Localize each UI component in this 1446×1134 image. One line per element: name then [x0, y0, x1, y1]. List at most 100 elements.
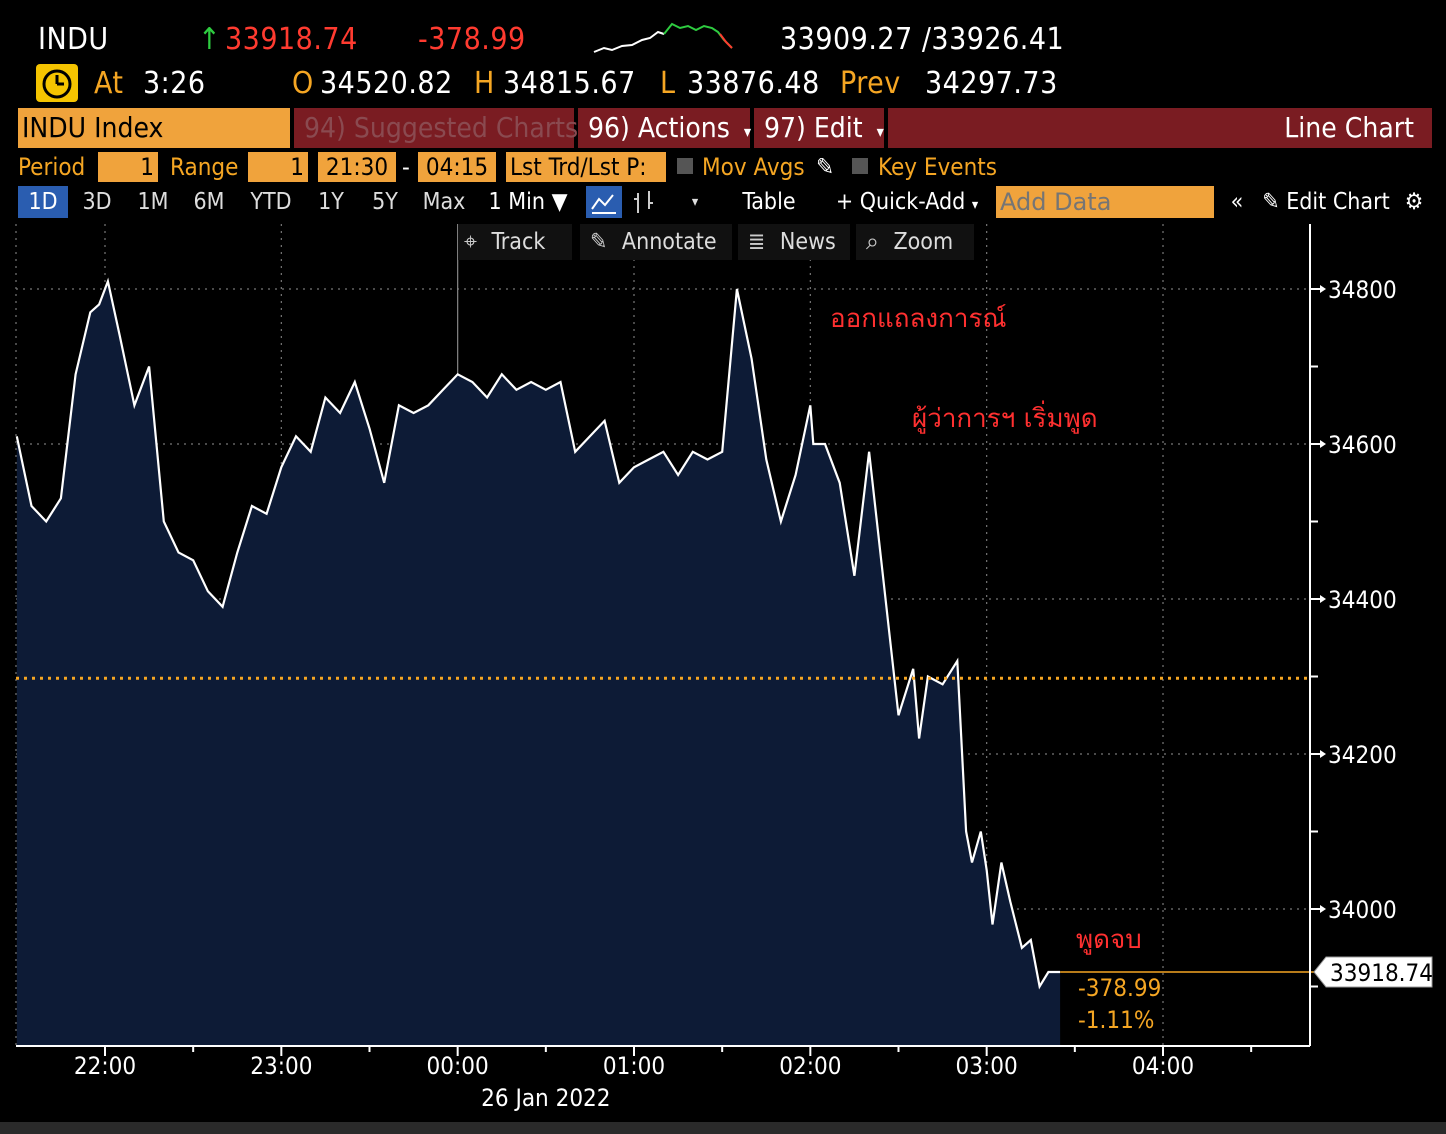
time-range-dash: - [402, 153, 410, 181]
track-label: Track [491, 229, 546, 255]
x-tick-label: 01:00 [603, 1052, 665, 1080]
up-arrow-icon: ↑ [198, 22, 222, 57]
open-label: O [292, 66, 314, 101]
mov-avgs-checkbox[interactable] [677, 158, 693, 174]
range-6m-button[interactable]: 6M [193, 189, 225, 215]
mov-avgs-label: Mov Avgs [702, 153, 805, 181]
quote-time: 3:26 [143, 66, 206, 101]
bar-chart-icon[interactable] [626, 186, 662, 218]
table-button[interactable]: Table [742, 189, 796, 215]
chevron-down-icon: ▾ [971, 197, 979, 213]
range-label: Range [170, 153, 239, 181]
quick-add-button[interactable]: + Quick-Add ▾ [826, 186, 988, 218]
x-tick-label: 03:00 [956, 1052, 1018, 1080]
price-line [15, 277, 1061, 990]
line-chart-icon[interactable] [586, 186, 622, 218]
sparkline-icon [593, 22, 733, 53]
range-1d-button[interactable]: 1D [18, 186, 68, 218]
interval-select[interactable]: 1 Min ▼ [480, 186, 576, 218]
triangle-down-icon: ▼ [551, 189, 568, 215]
last-price-tag: 33918.74 [1313, 956, 1433, 988]
clock-icon [36, 64, 78, 102]
magnifier-icon: ⌕ [866, 229, 879, 255]
suggested-charts-button[interactable]: 94) Suggested Charts [294, 108, 578, 148]
pencil-icon[interactable]: ✎ [816, 153, 835, 181]
interval-label: 1 Min [488, 189, 545, 215]
x-tick-label: 00:00 [427, 1052, 489, 1080]
chevron-down-icon: ▾ [876, 122, 884, 141]
event-annotation: ออกแถลงการณ์ [830, 304, 1007, 334]
x-tick-label: 02:00 [779, 1052, 841, 1080]
edit-chart-label: Edit Chart [1286, 189, 1390, 215]
chart-axes: 34000 34200 34400 34600 34800 22:00 23:00 00:00… [16, 224, 1397, 1112]
key-events-checkbox[interactable] [852, 158, 868, 174]
range-max-button[interactable]: Max [422, 189, 466, 215]
actions-menu[interactable]: 96) Actions ▾ [578, 108, 752, 148]
last-price-tag-label: 33918.74 [1330, 959, 1433, 987]
change-pct-label: -1.11% [1078, 1006, 1154, 1034]
actions-label: 96) Actions [588, 111, 730, 144]
track-button[interactable]: ⌖ Track [458, 224, 572, 260]
price-area [16, 281, 1061, 1046]
chart-annotations: ออกแถลงการณ์ผู้ว่าการฯ เริ่มพูดพูดจบ -378… [830, 304, 1161, 1034]
x-tick-label: 23:00 [250, 1052, 312, 1080]
y-tick-arrow [1320, 440, 1326, 448]
high-value: 34815.67 [503, 66, 636, 101]
news-icon: ≣ [748, 229, 766, 255]
zoom-label: Zoom [893, 229, 954, 255]
zoom-button[interactable]: ⌕ Zoom [856, 224, 974, 260]
news-button[interactable]: ≣ News [738, 224, 850, 260]
range-ytd-button[interactable]: YTD [250, 189, 292, 215]
y-tick-label: 34000 [1328, 896, 1397, 924]
y-tick-arrow [1320, 595, 1326, 603]
prev-label: Prev [840, 66, 901, 101]
pencil-icon: ✎ [590, 229, 608, 255]
net-change: -378.99 [418, 22, 526, 57]
range-1y-button[interactable]: 1Y [318, 189, 344, 215]
crosshair-icon: ⌖ [464, 229, 477, 255]
annotate-button[interactable]: ✎ Annotate [580, 224, 732, 260]
end-time-input[interactable]: 04:15 [418, 152, 496, 182]
start-time-input[interactable]: 21:30 [318, 152, 396, 182]
add-data-input[interactable] [996, 186, 1214, 218]
event-annotation: พูดจบ [1076, 925, 1142, 955]
range-3d-button[interactable]: 3D [82, 189, 112, 215]
security-field[interactable]: INDU Index [18, 108, 290, 148]
edit-chart-button[interactable]: ✎ Edit Chart [1258, 186, 1394, 218]
x-tick-label: 04:00 [1132, 1052, 1194, 1080]
change-label: -378.99 [1078, 974, 1161, 1002]
range-1m-button[interactable]: 1M [137, 189, 169, 215]
last-price: 33918.74 [225, 22, 358, 57]
y-tick-label: 34200 [1328, 741, 1397, 769]
last-price-tag-box [1313, 956, 1433, 988]
chevron-down-icon: ▾ [743, 122, 752, 141]
open-value: 34520.82 [320, 66, 453, 101]
price-field-select[interactable]: Lst Trd/Lst P: [506, 152, 666, 182]
high-label: H [474, 66, 495, 101]
period-label: Period [18, 153, 86, 181]
gear-icon[interactable]: ⚙ [1404, 189, 1424, 215]
date-label: 26 Jan 2022 [481, 1084, 610, 1112]
key-events-label: Key Events [878, 153, 997, 181]
chart-style-dropdown-icon[interactable]: ▾ [691, 194, 699, 210]
ticker: INDU [38, 22, 109, 57]
status-strip [0, 1122, 1446, 1134]
y-tick-arrow [1320, 285, 1326, 293]
collapse-icon[interactable]: « [1230, 189, 1244, 215]
event-annotation: ผู้ว่าการฯ เริ่มพูด [912, 400, 1098, 434]
y-tick-arrow [1320, 905, 1326, 913]
prev-value: 34297.73 [925, 66, 1058, 101]
at-label: At [94, 66, 124, 101]
chart-type-title: Line Chart [888, 108, 1432, 148]
range-5y-button[interactable]: 5Y [372, 189, 398, 215]
edit-label: 97) Edit [764, 111, 863, 144]
pencil-icon: ✎ [1262, 189, 1280, 215]
period-input[interactable]: 1 [98, 152, 158, 182]
range-input[interactable]: 1 [248, 152, 308, 182]
y-tick-label: 34800 [1328, 276, 1397, 304]
quick-add-label: Quick-Add [859, 189, 966, 215]
plus-icon: + [835, 189, 854, 215]
edit-menu[interactable]: 97) Edit ▾ [754, 108, 884, 148]
low-value: 33876.48 [687, 66, 820, 101]
